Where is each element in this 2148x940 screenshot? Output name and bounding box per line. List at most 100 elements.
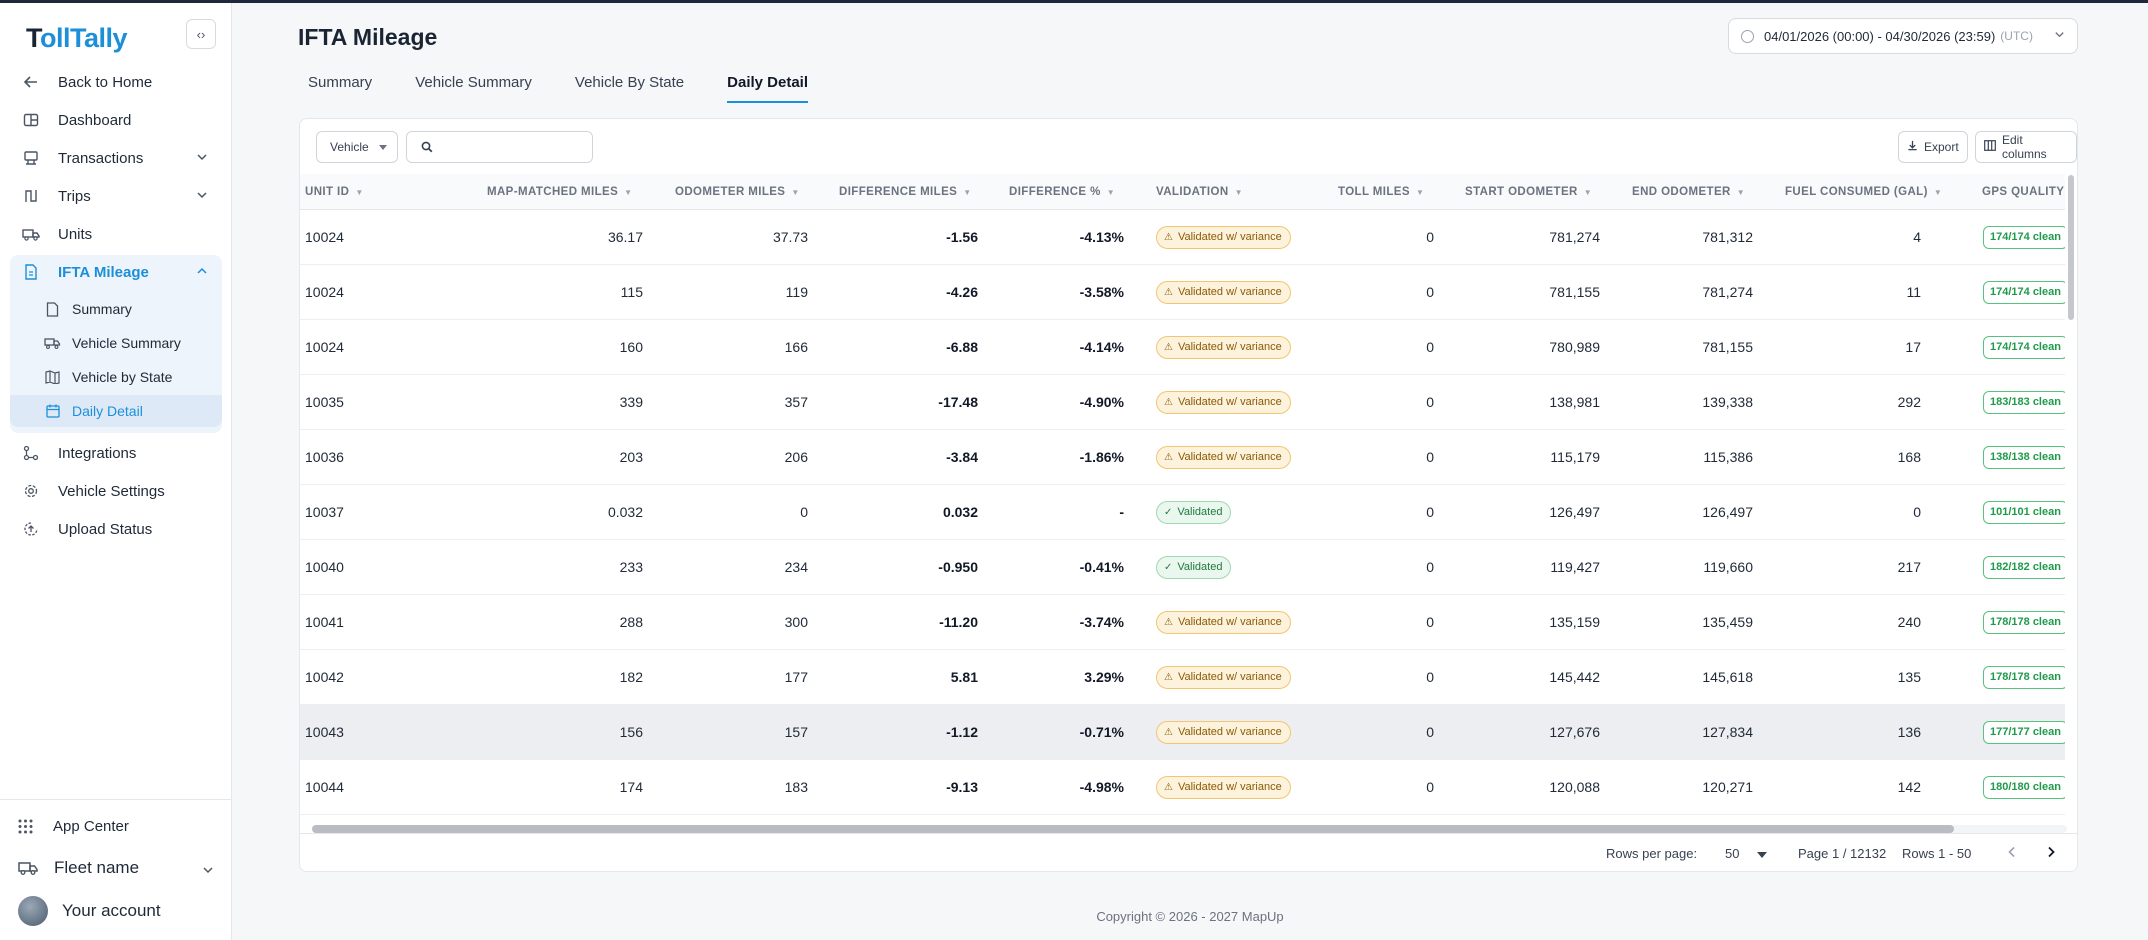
tab-vehicle-by-state[interactable]: Vehicle By State	[574, 74, 685, 91]
horizontal-scrollbar[interactable]	[312, 825, 1954, 833]
column-header-gps-quality[interactable]: GPS QUALITY▼	[1982, 174, 2077, 210]
cell-difference-pct: -4.98%	[1079, 779, 1124, 795]
date-range-picker[interactable]: 04/01/2026 (00:00) - 04/30/2026 (23:59) …	[1728, 18, 2078, 54]
search-field[interactable]	[406, 131, 593, 163]
column-header-label: DIFFERENCE MILES	[839, 186, 958, 198]
validation-text: Validated w/ variance	[1177, 396, 1282, 408]
sidebar-item-transactions[interactable]: Transactions	[10, 141, 222, 175]
rows-per-page-select[interactable]: 50	[1725, 834, 1767, 871]
validation-text: Validated	[1177, 561, 1223, 573]
column-header-label: DIFFERENCE %	[1009, 186, 1101, 198]
dashboard-icon	[22, 111, 40, 129]
column-header-map-matched-miles[interactable]: MAP-MATCHED MILES ▼	[487, 174, 633, 210]
table-row[interactable]: 10024 160 166 -6.88 -4.14% 0 780,989 781,155 17 ⚠…	[300, 320, 2075, 375]
fleet-selector[interactable]: Fleet name	[18, 858, 214, 878]
cell-odometer-miles: 183	[784, 779, 808, 795]
sidebar-item-vehicle-settings[interactable]: Vehicle Settings	[10, 474, 222, 508]
truck-icon	[18, 860, 38, 876]
tab-summary[interactable]: Summary	[308, 74, 373, 91]
column-header-start-odometer[interactable]: START ODOMETER ▼	[1465, 174, 1592, 210]
table-row[interactable]: 10037 0.032 0 0.032 - 0 126,497 126,497 0 ✓ Valida…	[300, 485, 2075, 540]
cell-difference-pct: -4.13%	[1079, 229, 1124, 245]
date-range-value: 04/01/2026 (00:00) - 04/30/2026 (23:59)	[1764, 28, 1996, 44]
column-header-difference-miles[interactable]: DIFFERENCE MILES ▼	[839, 174, 972, 210]
previous-page-button[interactable]	[2007, 834, 2017, 871]
tab-vehicle-summary[interactable]: Vehicle Summary	[415, 74, 532, 91]
cell-difference-pct: -3.74%	[1079, 614, 1124, 630]
collapse-sidebar-button[interactable]: ‹›	[186, 19, 216, 49]
cell-fuel-consumed: 0	[1913, 504, 1921, 520]
cell-unit-id: 10024	[305, 339, 344, 355]
table-row[interactable]: 10043 156 157 -1.12 -0.71% 0 127,676 127,834 136…	[300, 705, 2075, 760]
filter-field-select[interactable]: Vehicle	[316, 131, 398, 163]
cell-difference-miles: -0.950	[938, 559, 978, 575]
cell-map-matched-miles: 233	[619, 559, 643, 575]
caret-down-icon	[1757, 852, 1767, 858]
vertical-scrollbar-track[interactable]	[2065, 170, 2077, 820]
columns-icon	[1984, 140, 1996, 154]
search-input[interactable]	[439, 139, 579, 155]
edit-columns-button[interactable]: Edit columns	[1975, 131, 2077, 163]
column-header-unit-id[interactable]: UNIT ID ▼	[305, 174, 364, 210]
app-center-link[interactable]: App Center	[18, 818, 129, 835]
cell-fuel-consumed: 240	[1897, 614, 1921, 630]
back-to-home-label: Back to Home	[58, 73, 153, 91]
gps-quality-badge: 138/138 clean	[1983, 446, 2068, 469]
cell-end-odometer: 781,312	[1702, 229, 1753, 245]
app-logo[interactable]: TollTally	[26, 23, 128, 54]
column-header-validation[interactable]: VALIDATION ▼	[1156, 174, 1243, 210]
next-page-button[interactable]	[2046, 834, 2056, 871]
sidebar-item-integrations[interactable]: Integrations	[10, 436, 222, 470]
gps-quality-badge: 174/174 clean	[1983, 281, 2068, 304]
column-header-end-odometer[interactable]: END ODOMETER ▼	[1632, 174, 1745, 210]
column-header-odometer-miles[interactable]: ODOMETER MILES ▼	[675, 174, 800, 210]
sidebar-item-label: Transactions	[58, 149, 144, 167]
search-icon	[421, 141, 433, 153]
table-row[interactable]: 10041 288 300 -11.20 -3.74% 0 135,159 135,459 24…	[300, 595, 2075, 650]
filter-field-value: Vehicle	[330, 140, 369, 154]
table-row[interactable]: 10024 115 119 -4.26 -3.58% 0 781,155 781,274 11 ⚠…	[300, 265, 2075, 320]
chevron-down-icon	[2054, 29, 2065, 43]
table-row[interactable]: 10024 36.17 37.73 -1.56 -4.13% 0 781,274 781,31…	[300, 210, 2075, 265]
column-header-toll-miles[interactable]: TOLL MILES ▼	[1338, 174, 1424, 210]
cell-difference-pct: 3.29%	[1084, 669, 1124, 685]
sidebar-subitem-daily-detail[interactable]: Daily Detail	[10, 395, 222, 427]
cell-odometer-miles: 177	[784, 669, 808, 685]
sort-icon: ▼	[1933, 188, 1943, 197]
sidebar-subitem-vehicle-by-state[interactable]: Vehicle by State	[10, 361, 222, 393]
fleet-name-label: Fleet name	[54, 858, 140, 877]
validation-badge: ✓ Validated	[1156, 501, 1232, 524]
sidebar-item-ifta-mileage[interactable]: IFTA Mileage	[10, 255, 222, 289]
gps-quality-badge: 178/178 clean	[1983, 666, 2068, 689]
sidebar-subitem-vehicle-summary[interactable]: Vehicle Summary	[10, 327, 222, 359]
table-row[interactable]: 10035 339 357 -17.48 -4.90% 0 138,981 139,338 29…	[300, 375, 2075, 430]
app-center-label: App Center	[53, 818, 129, 835]
export-button[interactable]: Export	[1898, 131, 1968, 163]
validation-badge: ⚠ Validated w/ variance	[1156, 721, 1291, 744]
table-row[interactable]: 10040 233 234 -0.950 -0.41% 0 119,427 119,660 21…	[300, 540, 2075, 595]
integrations-icon	[22, 444, 40, 462]
table-row[interactable]: 10044 174 183 -9.13 -4.98% 0 120,088 120,271 142…	[300, 760, 2075, 815]
avatar	[18, 896, 48, 926]
cell-map-matched-miles: 115	[620, 284, 643, 300]
cell-odometer-miles: 234	[784, 559, 808, 575]
cell-odometer-miles: 119	[785, 284, 808, 300]
sidebar-item-units[interactable]: Units	[10, 217, 222, 251]
vertical-scrollbar[interactable]	[2068, 175, 2074, 320]
column-header-label: ODOMETER MILES	[675, 186, 786, 198]
table-row[interactable]: 10036 203 206 -3.84 -1.86% 0 115,179 115,386 168…	[300, 430, 2075, 485]
sidebar-item-trips[interactable]: Trips	[10, 179, 222, 213]
account-menu[interactable]: Your account	[18, 896, 161, 926]
sidebar-item-dashboard[interactable]: Dashboard	[10, 103, 222, 137]
column-header-difference-pct[interactable]: DIFFERENCE % ▼	[1009, 174, 1115, 210]
warning-icon: ⚠	[1164, 617, 1173, 628]
pagination-bar: Rows per page: 50 Page 1 / 12132 Rows 1 …	[300, 833, 2077, 871]
sidebar-subitem-summary[interactable]: Summary	[10, 293, 222, 325]
warning-icon: ⚠	[1164, 452, 1173, 463]
cell-difference-miles: -6.88	[946, 339, 978, 355]
column-header-fuel-consumed[interactable]: FUEL CONSUMED (GAL) ▼	[1785, 174, 1942, 210]
back-to-home-link[interactable]: Back to Home	[10, 65, 222, 99]
table-row[interactable]: 10042 182 177 5.81 3.29% 0 145,442 145,618 135 ⚠ V…	[300, 650, 2075, 705]
sidebar-item-upload-status[interactable]: Upload Status	[10, 512, 222, 546]
tab-daily-detail[interactable]: Daily Detail	[727, 74, 809, 103]
